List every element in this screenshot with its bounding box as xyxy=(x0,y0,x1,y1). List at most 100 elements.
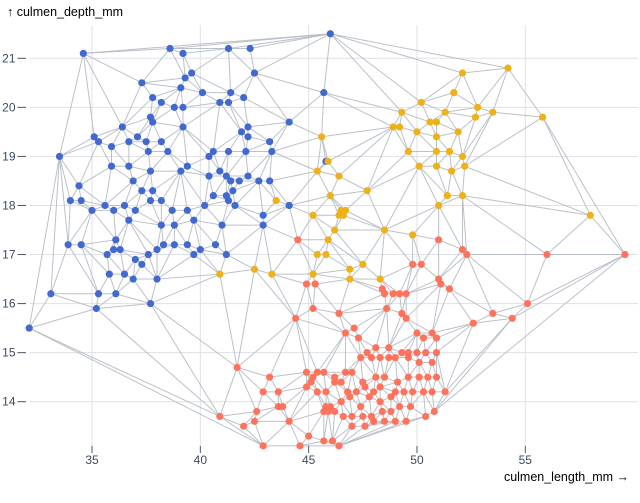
mesh-edge xyxy=(128,151,149,167)
mesh-edge xyxy=(191,72,231,94)
data-point xyxy=(146,167,155,175)
data-point xyxy=(131,206,139,214)
mesh-edge xyxy=(82,53,95,137)
mesh-edge xyxy=(446,171,453,196)
data-point xyxy=(350,324,358,332)
data-point xyxy=(376,383,384,391)
mesh-edge xyxy=(418,165,448,197)
mesh-edge xyxy=(228,48,255,74)
mesh-edge xyxy=(254,72,290,123)
mesh-edge xyxy=(392,126,409,152)
data-point xyxy=(94,290,103,298)
data-point xyxy=(309,304,317,313)
mesh-edge xyxy=(243,97,290,123)
data-point xyxy=(259,211,267,219)
mesh-edge xyxy=(297,239,314,275)
mesh-edge xyxy=(182,101,220,108)
mesh-edge xyxy=(288,205,299,240)
data-point xyxy=(105,270,113,278)
mesh-edge xyxy=(445,106,478,113)
data-point xyxy=(383,304,391,313)
mesh-edge xyxy=(358,308,388,339)
mesh-edge xyxy=(187,165,210,177)
mesh-edge xyxy=(193,219,216,246)
mesh-edge xyxy=(330,33,422,103)
mesh-edge xyxy=(104,180,134,206)
data-point xyxy=(396,403,404,411)
data-point xyxy=(376,398,384,406)
mesh-edge xyxy=(345,209,385,231)
data-point xyxy=(621,250,629,259)
data-point xyxy=(250,69,259,77)
mesh-edge xyxy=(527,254,548,304)
mesh-edge xyxy=(449,288,494,314)
data-point xyxy=(92,304,100,313)
data-point xyxy=(422,349,430,357)
data-point xyxy=(90,133,98,141)
data-point xyxy=(268,270,276,278)
data-point xyxy=(181,74,189,82)
mesh-edge xyxy=(388,318,407,348)
mesh-edge xyxy=(182,102,221,128)
data-point xyxy=(94,138,103,146)
mesh-edge xyxy=(433,317,513,412)
mesh-edge xyxy=(323,33,331,93)
data-point xyxy=(224,44,233,53)
mesh-edge xyxy=(254,72,324,94)
data-point xyxy=(424,373,432,381)
data-point xyxy=(125,216,133,224)
data-point xyxy=(79,49,87,57)
mesh-edge xyxy=(453,92,478,108)
mesh-edge xyxy=(444,317,513,393)
mesh-edge xyxy=(115,219,130,241)
data-point xyxy=(110,206,118,214)
data-point xyxy=(406,403,415,411)
mesh-edge xyxy=(438,239,463,251)
mesh-edge xyxy=(236,366,264,393)
data-point xyxy=(387,407,395,416)
data-point xyxy=(216,98,224,107)
data-point xyxy=(166,44,174,53)
mesh-edge xyxy=(70,200,93,211)
mesh-edge xyxy=(338,307,387,314)
mesh-edge xyxy=(327,126,394,162)
data-point xyxy=(404,353,412,362)
mesh-edge xyxy=(128,165,151,172)
data-point xyxy=(471,113,480,121)
mesh-edge xyxy=(282,386,307,407)
mesh-edge xyxy=(433,254,626,412)
mesh-edge xyxy=(80,244,110,275)
data-point xyxy=(198,89,207,97)
y-tick-label: 15 xyxy=(2,346,16,360)
mesh-edge xyxy=(271,239,299,275)
data-point xyxy=(320,407,328,416)
mesh-edge xyxy=(80,244,99,294)
data-point xyxy=(302,383,311,391)
mesh-edge xyxy=(405,278,439,295)
data-point xyxy=(285,118,293,126)
mesh-edge xyxy=(334,229,364,265)
mesh-edge xyxy=(451,170,463,196)
mesh-edge xyxy=(96,293,117,309)
mesh-edge xyxy=(421,72,463,103)
data-point xyxy=(118,123,126,131)
mesh-edge xyxy=(119,249,125,275)
mesh-edge xyxy=(512,254,626,319)
data-point xyxy=(146,196,155,205)
mesh-edge xyxy=(589,214,626,255)
mesh-edge xyxy=(323,92,402,113)
data-point xyxy=(346,265,354,273)
data-point xyxy=(348,368,356,376)
mesh-edge xyxy=(150,278,158,304)
data-point xyxy=(129,177,137,185)
data-point xyxy=(543,250,551,259)
mesh-edge xyxy=(199,249,221,275)
mesh-edge xyxy=(316,170,331,196)
data-point xyxy=(461,162,469,170)
mesh-edge xyxy=(234,180,260,206)
data-point xyxy=(380,226,389,234)
data-point xyxy=(320,437,328,445)
data-point xyxy=(393,378,402,386)
data-point xyxy=(357,403,365,411)
